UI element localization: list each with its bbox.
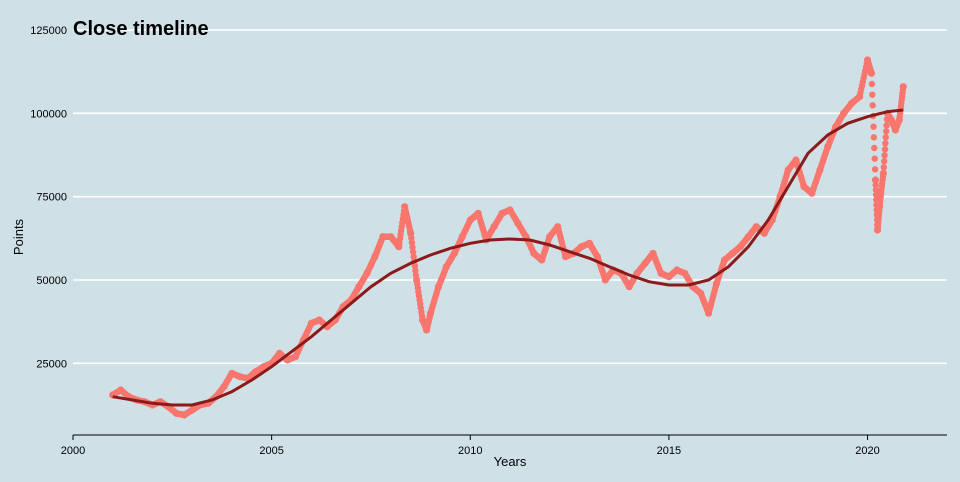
data-point <box>881 152 888 159</box>
x-tick-label: 2020 <box>855 445 879 457</box>
data-point <box>869 91 876 98</box>
data-point <box>871 176 880 184</box>
data-point <box>870 123 877 130</box>
data-point <box>712 283 719 290</box>
data-point <box>882 134 889 141</box>
y-axis-label: Points <box>11 218 26 255</box>
data-point <box>881 146 889 153</box>
x-ticks: 2000 2005 2010 2015 2020 <box>61 435 880 457</box>
x-tick-label: 2015 <box>657 445 681 457</box>
data-point <box>883 122 890 129</box>
data-point <box>867 68 875 76</box>
data-point <box>871 166 879 173</box>
y-tick-label: 50000 <box>36 275 67 287</box>
smooth-line <box>112 108 904 407</box>
data-point <box>899 86 907 94</box>
data-point <box>882 140 889 147</box>
y-tick-label: 125000 <box>30 25 67 37</box>
data-point <box>409 244 416 251</box>
y-tick-label: 75000 <box>36 192 67 204</box>
x-tick-label: 2000 <box>61 445 85 457</box>
data-point <box>869 102 876 109</box>
y-tick-label: 100000 <box>30 108 67 120</box>
data-point <box>409 248 417 256</box>
y-tick-label: 25000 <box>36 358 67 370</box>
data-point <box>872 186 880 194</box>
x-axis-label: Years <box>494 454 527 469</box>
data-point <box>412 272 420 279</box>
data-point <box>408 234 415 242</box>
data-point <box>871 144 878 152</box>
data-point <box>406 227 414 234</box>
chart-title: Close timeline <box>73 18 209 40</box>
data-point <box>872 181 879 189</box>
data-point <box>868 80 876 88</box>
data-point <box>881 158 888 165</box>
data-point <box>418 312 426 320</box>
data-point <box>411 262 419 270</box>
data-point <box>870 134 878 141</box>
data-point <box>879 173 887 180</box>
data-point <box>880 164 887 171</box>
data-point <box>883 128 890 135</box>
data-point <box>876 205 883 213</box>
x-tick-label: 2005 <box>259 445 283 457</box>
data-point <box>871 155 878 162</box>
gridlines <box>73 29 947 365</box>
x-tick-label: 2010 <box>458 445 482 457</box>
y-ticks: 25000 50000 75000 100000 125000 <box>30 25 67 370</box>
